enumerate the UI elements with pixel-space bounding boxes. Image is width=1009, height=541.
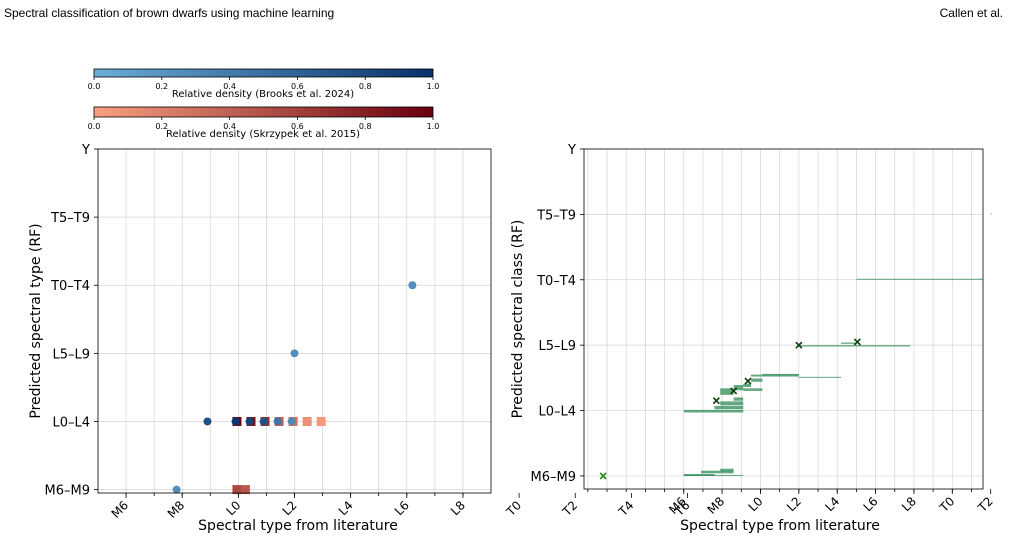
range-bar — [720, 468, 734, 472]
range-bar — [743, 383, 751, 387]
range-bar — [714, 405, 744, 410]
y-tick-label: T0–T4 — [536, 274, 576, 289]
x-tick-label: L2 — [280, 498, 300, 518]
square-marker — [316, 416, 326, 426]
colorbar-tick-label: 0.0 — [88, 82, 101, 91]
y-tick-label: T5–T9 — [536, 208, 576, 223]
colorbar-skrzypek-label: Relative density (Skrzypek et al. 2015) — [166, 129, 360, 140]
x-tick-label: L6 — [392, 498, 412, 518]
x-tick-label: T0 — [936, 494, 957, 515]
range-bar — [733, 397, 744, 401]
x-tick-label: M8 — [705, 494, 728, 517]
range-bar — [683, 474, 744, 476]
cross-marker — [730, 387, 738, 395]
x-tick-label: L2 — [784, 494, 804, 514]
colorbar-tick-label: 0.0 — [88, 122, 101, 131]
x-tick-label: L0 — [223, 498, 243, 518]
x-tick-label: L6 — [861, 494, 881, 514]
x-tick-label: L8 — [899, 494, 919, 514]
x-tick-label: M6 — [109, 498, 132, 521]
circle-marker — [231, 417, 240, 426]
range-bar — [720, 388, 734, 395]
right-plot-frame — [583, 148, 984, 490]
range-bar — [841, 342, 857, 344]
range-bar — [798, 345, 857, 347]
colorbar-tick-label: 0.6 — [291, 122, 304, 131]
square-marker — [240, 485, 250, 495]
range-bar — [762, 373, 799, 376]
x-tick-label: L0 — [746, 494, 766, 514]
range-bar — [720, 401, 744, 406]
cross-marker — [795, 341, 803, 349]
colorbar-tick-label: 0.2 — [155, 82, 168, 91]
circle-marker — [290, 349, 299, 358]
circle-marker — [408, 281, 417, 290]
x-tick-label: L4 — [336, 498, 356, 518]
range-bar — [701, 470, 734, 474]
colorbar-skrzypek: 0.0 0.2 0.4 0.6 0.8 1.0 Relative density (Skr… — [88, 106, 440, 140]
x-tick-label: T2 — [559, 498, 580, 519]
colorbar-tick-label: 0.8 — [359, 122, 372, 131]
running-header-authors: Callen et al. — [939, 6, 1003, 20]
circle-marker — [172, 485, 181, 494]
y-tick-label: M6–M9 — [45, 484, 90, 499]
colorbar-tick-label: 0.8 — [359, 82, 372, 91]
colorbar-tick-label: 0.6 — [291, 82, 304, 91]
y-tick-label: L0–L4 — [52, 415, 90, 430]
right-y-axis-label: Predicted spectral class (RF) — [510, 220, 526, 419]
circle-marker — [245, 417, 254, 426]
y-tick-label: T5–T9 — [50, 211, 90, 226]
circle-marker — [287, 417, 296, 426]
running-header-title: Spectral classification of brown dwarfs … — [4, 6, 335, 20]
circle-marker — [203, 417, 212, 426]
range-bar — [750, 378, 763, 382]
range-bar — [856, 278, 983, 280]
x-tick-label: T2 — [975, 494, 996, 515]
colorbar-tick-label: 0.4 — [223, 82, 236, 91]
square-marker — [232, 485, 242, 495]
y-tick-label: Y — [567, 143, 576, 158]
range-bar — [683, 409, 744, 413]
left-x-axis-label: Spectral type from literature — [198, 518, 398, 534]
range-bar — [750, 374, 799, 377]
y-tick-label: M6–M9 — [531, 470, 576, 485]
circle-marker — [259, 417, 268, 426]
range-bar — [798, 376, 842, 378]
y-tick-label: L0–L4 — [538, 405, 576, 420]
colorbar-tick-label: 1.0 — [427, 82, 440, 91]
range-bar — [743, 388, 763, 391]
range-bar — [990, 213, 992, 215]
cross-marker — [599, 472, 607, 480]
square-marker — [302, 416, 312, 426]
x-tick-label: M8 — [165, 498, 188, 521]
x-tick-label: L8 — [448, 498, 468, 518]
left-scatter-chart: M6–M9 L0–L4 L5–L9 T0–T4 T5–T9 Y M6 M8 L0 L2 L4 L6 L… — [28, 143, 693, 534]
x-tick-label: T4 — [615, 498, 636, 519]
circle-marker — [273, 417, 282, 426]
cross-marker — [744, 377, 752, 385]
y-tick-label: L5–L9 — [52, 347, 90, 362]
colorbar-tick-label: 0.4 — [223, 122, 236, 131]
x-tick-label: T0 — [503, 498, 524, 519]
left-y-axis-label: Predicted spectral type (RF) — [28, 223, 44, 418]
y-tick-label: L5–L9 — [538, 339, 576, 354]
cross-marker — [712, 397, 720, 405]
cross-marker — [853, 338, 861, 346]
x-tick-label: L4 — [822, 494, 842, 514]
colorbar-tick-label: 1.0 — [427, 122, 440, 131]
right-x-axis-label: Spectral type from literature — [680, 518, 880, 534]
y-tick-label: Y — [81, 143, 90, 158]
colorbar-brooks-label: Relative density (Brooks et al. 2024) — [172, 89, 354, 100]
colorbar-tick-label: 0.2 — [155, 122, 168, 131]
y-tick-label: T0–T4 — [50, 279, 90, 294]
range-bar — [733, 385, 744, 391]
range-bar — [856, 345, 911, 347]
colorbar-brooks: 0.0 0.2 0.4 0.6 0.8 1.0 Relative density (Bro… — [88, 68, 440, 100]
